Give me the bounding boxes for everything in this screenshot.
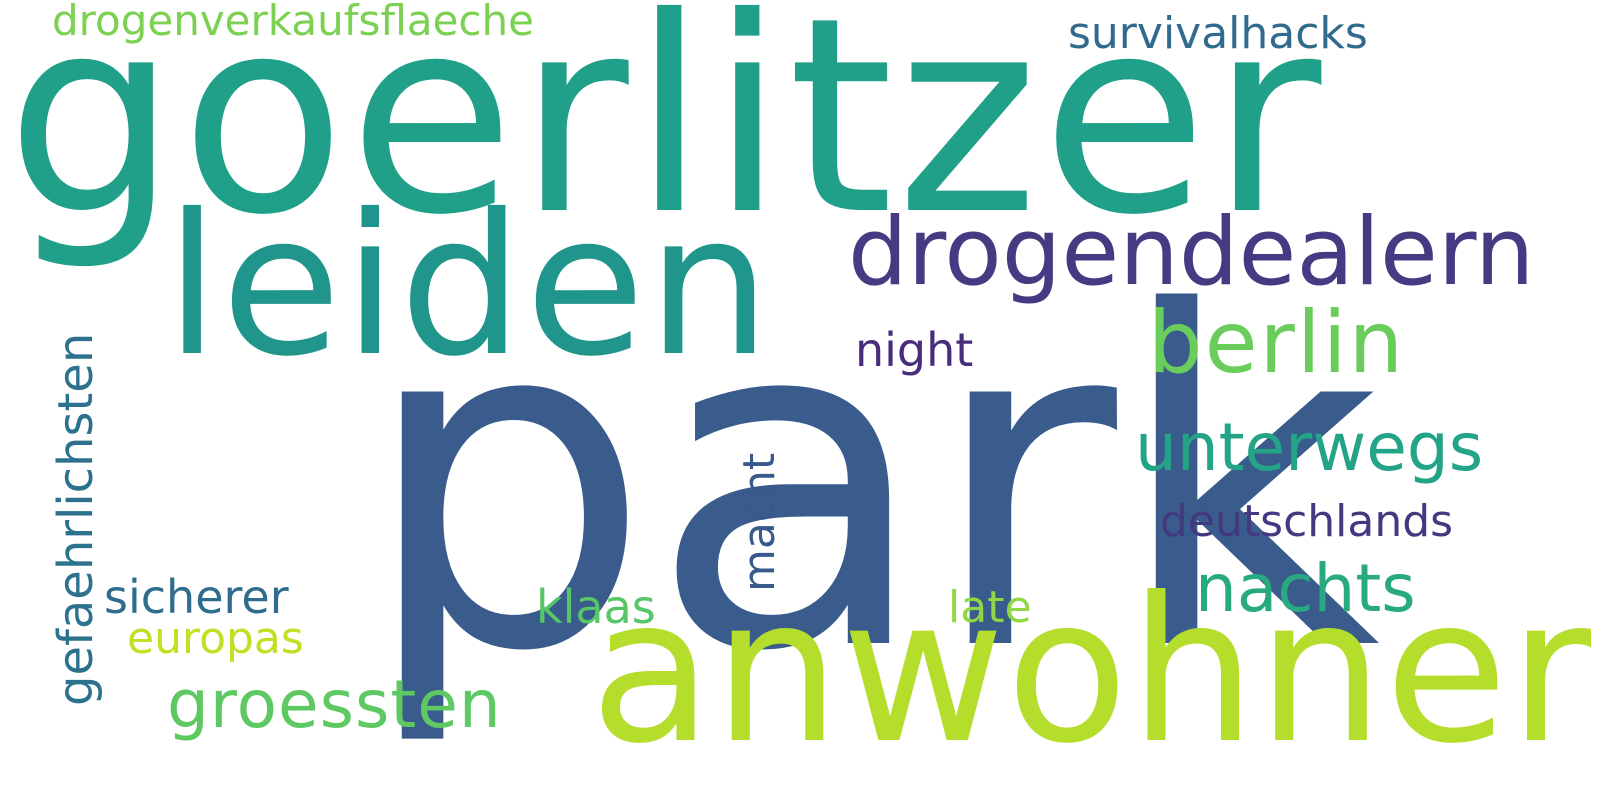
word-groessten: groessten [167,666,502,743]
word-unterwegs: unterwegs [1135,409,1484,486]
word-macht: macht [734,452,785,592]
word-sicherer: sicherer [104,570,289,624]
word-anwohner: anwohner [590,555,1593,788]
word-deutschlands: deutschlands [1160,496,1454,547]
word-drogenverkaufsflaeche: drogenverkaufsflaeche [52,0,534,45]
word-survivalhacks: survivalhacks [1068,8,1368,59]
word-night: night [855,323,974,377]
word-drogendealern: drogendealern [848,198,1535,307]
word-leiden: leiden [165,172,773,399]
word-park: park [360,217,1380,752]
word-late: late [948,582,1032,633]
word-nachts: nachts [1195,550,1416,627]
word-gefaehrlichsten: gefaehrlichsten [48,332,104,706]
word-berlin: berlin [1148,293,1406,393]
word-goerlitzer: goerlitzer [6,0,1325,274]
word-klaas: klaas [536,580,656,634]
word-europas: europas [127,613,304,664]
